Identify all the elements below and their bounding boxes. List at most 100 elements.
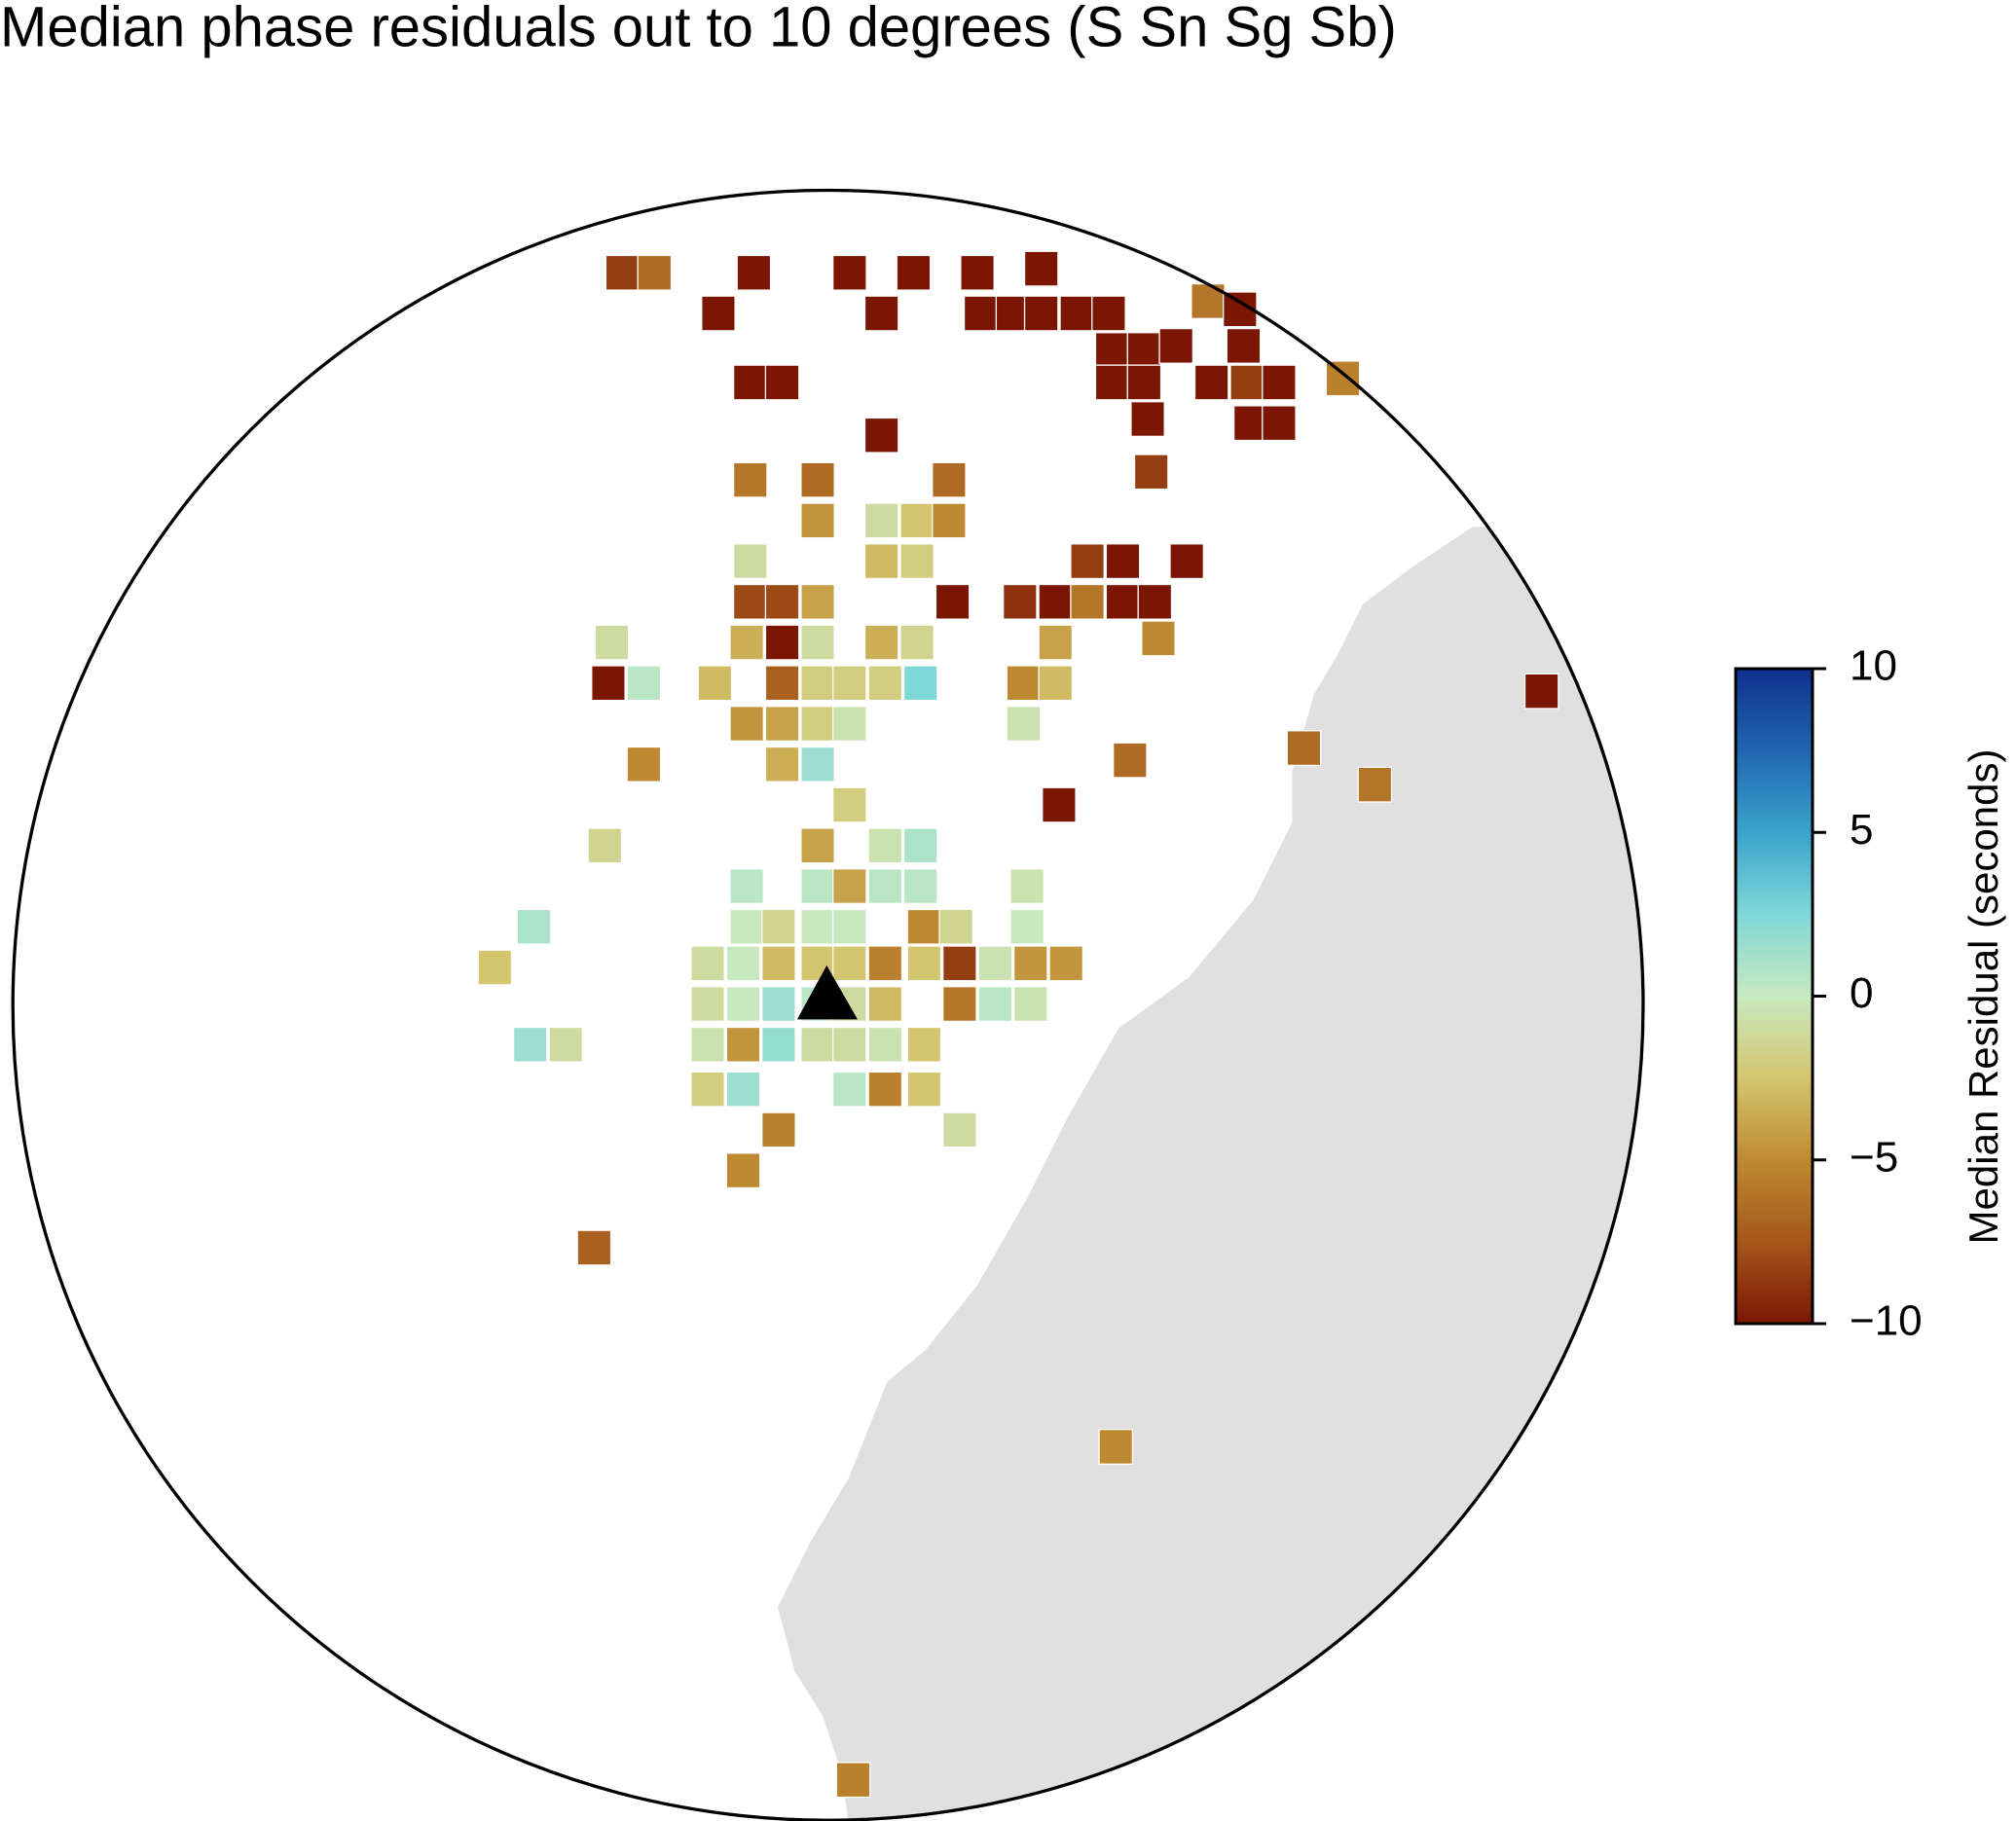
residual-cell bbox=[902, 827, 938, 864]
residual-cell bbox=[1038, 583, 1074, 620]
residual-cell bbox=[932, 502, 967, 539]
residual-cell bbox=[1094, 332, 1130, 369]
residual-cell bbox=[1038, 624, 1074, 661]
residual-cell bbox=[725, 1152, 761, 1189]
residual-cell bbox=[867, 945, 903, 982]
residual-cell bbox=[942, 945, 977, 982]
residual-cell bbox=[1357, 766, 1393, 803]
residual-cell bbox=[1226, 327, 1262, 364]
residual-cell bbox=[800, 827, 835, 864]
residual-cell bbox=[867, 665, 903, 702]
residual-cell bbox=[605, 254, 641, 291]
colorbar-tick-label: 5 bbox=[1850, 806, 1873, 854]
residual-cell bbox=[800, 461, 835, 498]
residual-cell bbox=[761, 945, 796, 982]
chart-title: Median phase residuals out to 10 degrees… bbox=[0, 0, 1397, 58]
residual-cell bbox=[902, 868, 938, 904]
residual-cell bbox=[764, 364, 800, 401]
residual-cell bbox=[800, 1026, 835, 1063]
colorbar-label: Median Residual (seconds) bbox=[1961, 749, 2006, 1245]
residual-cell bbox=[1130, 401, 1165, 438]
residual-cell bbox=[764, 583, 800, 620]
residual-cell bbox=[906, 1026, 942, 1063]
residual-cell bbox=[800, 624, 835, 661]
residual-cell bbox=[1038, 665, 1074, 702]
residual-cell bbox=[932, 461, 967, 498]
residual-cell bbox=[1141, 620, 1176, 657]
residual-cell bbox=[963, 295, 999, 332]
residual-cell bbox=[867, 986, 903, 1023]
residual-cell bbox=[587, 827, 623, 864]
residual-cell bbox=[1262, 364, 1297, 401]
station-marker bbox=[796, 965, 858, 1020]
residual-cell bbox=[725, 945, 761, 982]
residual-cell bbox=[732, 543, 768, 580]
residual-cell bbox=[800, 583, 835, 620]
residual-cell bbox=[1137, 583, 1173, 620]
residual-cell bbox=[832, 1026, 867, 1063]
residual-cell bbox=[977, 986, 1013, 1023]
residual-cell bbox=[1009, 868, 1045, 904]
residual-cell bbox=[725, 986, 761, 1023]
residual-cell bbox=[761, 986, 796, 1023]
residual-cell bbox=[800, 706, 835, 743]
residual-cell bbox=[1126, 364, 1162, 401]
residual-cell bbox=[1112, 742, 1148, 779]
residual-cell bbox=[1042, 786, 1077, 823]
residual-cell bbox=[867, 868, 903, 904]
residual-cell bbox=[697, 665, 733, 702]
residual-cell bbox=[591, 665, 626, 702]
residual-cell bbox=[729, 868, 764, 904]
residual-cell bbox=[832, 254, 867, 291]
residual-cell bbox=[732, 364, 768, 401]
residual-cell bbox=[1006, 665, 1042, 702]
residual-cell bbox=[626, 665, 662, 702]
residual-cell bbox=[764, 665, 800, 702]
residual-cell bbox=[1070, 543, 1105, 580]
residual-cell bbox=[1158, 327, 1194, 364]
residual-cell bbox=[1070, 583, 1105, 620]
residual-cell bbox=[736, 254, 772, 291]
residual-cell bbox=[1059, 295, 1094, 332]
residual-cell bbox=[832, 665, 867, 702]
residual-cell bbox=[800, 665, 835, 702]
residual-cell bbox=[761, 1026, 796, 1063]
residual-cell bbox=[1286, 730, 1322, 767]
residual-cell bbox=[729, 624, 764, 661]
residual-cell bbox=[1094, 364, 1130, 401]
residual-cell bbox=[1012, 986, 1048, 1023]
residual-cell bbox=[835, 1762, 871, 1799]
residual-cell bbox=[725, 1026, 761, 1063]
residual-cell bbox=[725, 1071, 761, 1108]
residual-cell bbox=[899, 502, 935, 539]
residual-cell bbox=[1023, 250, 1059, 287]
residual-cell bbox=[729, 908, 764, 945]
colorbar bbox=[1734, 667, 1814, 1326]
residual-cell bbox=[1006, 706, 1042, 743]
residual-cell bbox=[977, 945, 1013, 982]
residual-cell bbox=[637, 254, 673, 291]
residual-cell bbox=[867, 827, 903, 864]
residual-cell bbox=[800, 868, 835, 904]
residual-cell bbox=[1262, 405, 1297, 442]
residual-cell bbox=[832, 1071, 867, 1108]
residual-cell bbox=[942, 986, 977, 1023]
residual-cell bbox=[899, 624, 935, 661]
residual-cell bbox=[800, 502, 835, 539]
residual-cell bbox=[1523, 673, 1559, 710]
colorbar-tick-label: 10 bbox=[1850, 642, 1897, 690]
residual-cell bbox=[701, 295, 736, 332]
residual-cell bbox=[1193, 364, 1229, 401]
residual-cell bbox=[863, 502, 899, 539]
residual-cell bbox=[732, 461, 768, 498]
residual-cell bbox=[1048, 945, 1084, 982]
residual-cell bbox=[516, 908, 552, 945]
residual-cell bbox=[576, 1229, 612, 1266]
residual-cell bbox=[1009, 908, 1045, 945]
colorbar-tick-label: −10 bbox=[1850, 1297, 1923, 1345]
residual-cell bbox=[832, 706, 867, 743]
residual-cell bbox=[867, 1071, 903, 1108]
residual-cell bbox=[1091, 295, 1126, 332]
residual-cell bbox=[902, 665, 938, 702]
